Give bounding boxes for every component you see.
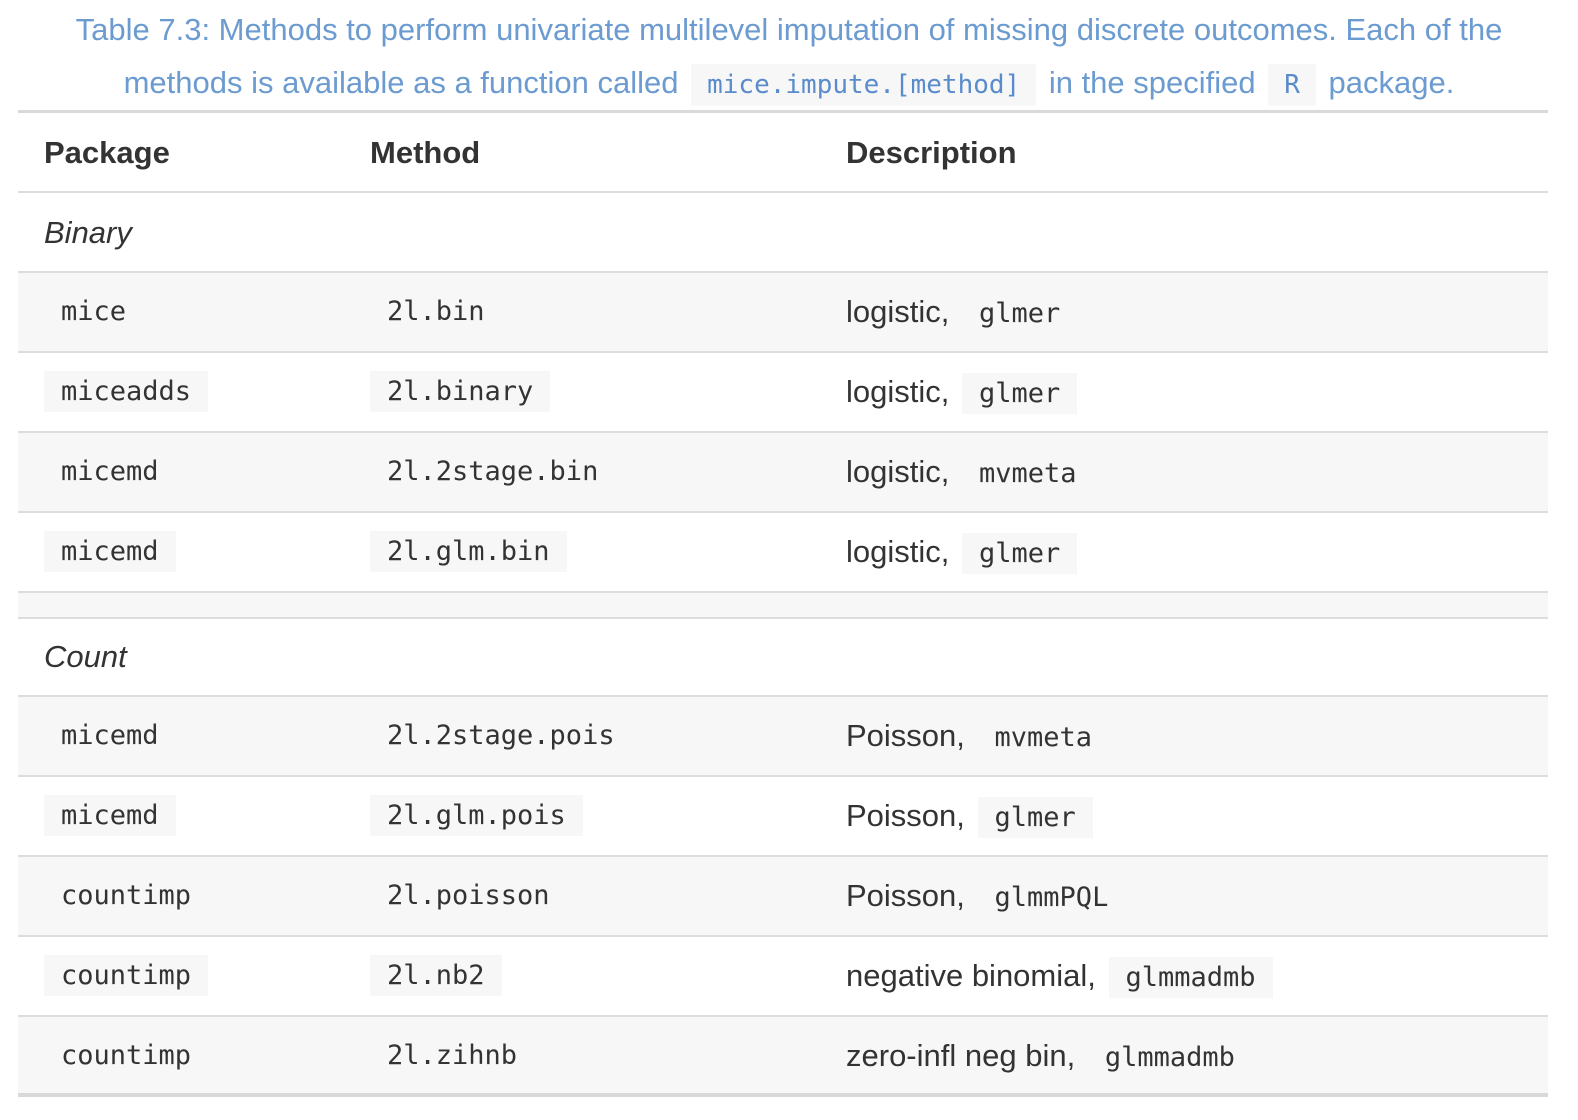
function-code: glmer bbox=[962, 293, 1078, 334]
method-cell: 2l.nb2 bbox=[370, 955, 502, 996]
description-text: logistic, bbox=[846, 374, 950, 409]
description-text: zero-infl neg bin, bbox=[846, 1038, 1076, 1073]
caption-line-2: methods is available as a function calle… bbox=[0, 56, 1578, 112]
caption-text-pre: methods is available as a function calle… bbox=[123, 65, 679, 100]
method-cell: 2l.glm.bin bbox=[370, 531, 567, 572]
method-cell: 2l.2stage.pois bbox=[370, 715, 632, 756]
function-code: mvmeta bbox=[977, 717, 1110, 758]
table-bottom-rule bbox=[18, 1093, 1548, 1097]
description-text: Poisson, bbox=[846, 798, 965, 833]
method-cell: 2l.binary bbox=[370, 371, 551, 412]
package-cell: miceadds bbox=[44, 371, 209, 412]
header-method: Method bbox=[370, 135, 481, 170]
description-cell: negative binomial, glmmadmb bbox=[846, 955, 1273, 999]
package-cell: countimp bbox=[44, 955, 209, 996]
method-cell: 2l.bin bbox=[370, 291, 502, 332]
package-cell: micemd bbox=[44, 451, 176, 492]
package-cell: micemd bbox=[44, 531, 176, 572]
group-label: Binary bbox=[44, 215, 132, 250]
table-row: countimp 2l.nb2 negative binomial, glmma… bbox=[18, 937, 1548, 1017]
function-code: glmer bbox=[977, 797, 1093, 838]
caption-text-mid: in the specified bbox=[1048, 65, 1256, 100]
method-cell: 2l.zihnb bbox=[370, 1035, 535, 1076]
description-text: logistic, bbox=[846, 534, 950, 569]
table-header-row: Package Method Description bbox=[18, 113, 1548, 193]
description-cell: Poisson, glmmPQL bbox=[846, 875, 1126, 919]
description-text: logistic, bbox=[846, 454, 950, 489]
function-code: mvmeta bbox=[962, 453, 1094, 494]
function-code: glmer bbox=[962, 533, 1078, 574]
table-top-rule bbox=[18, 110, 1548, 113]
table-caption: Table 7.3: Methods to perform univariate… bbox=[0, 0, 1578, 112]
caption-text-post: package. bbox=[1328, 65, 1455, 100]
description-cell: zero-infl neg bin, glmmadmb bbox=[846, 1035, 1252, 1079]
method-cell: 2l.poisson bbox=[370, 875, 567, 916]
function-code: glmmadmb bbox=[1087, 1037, 1252, 1078]
group-separator bbox=[18, 593, 1548, 619]
caption-code-r: R bbox=[1268, 64, 1316, 106]
description-cell: logistic, mvmeta bbox=[846, 451, 1094, 495]
description-cell: Poisson, mvmeta bbox=[846, 715, 1110, 759]
table-row: countimp 2l.poisson Poisson, glmmPQL bbox=[18, 857, 1548, 937]
package-cell: mice bbox=[44, 291, 144, 332]
description-text: negative binomial, bbox=[846, 958, 1096, 993]
table-row: countimp 2l.zihnb zero-infl neg bin, glm… bbox=[18, 1017, 1548, 1097]
package-cell: micemd bbox=[44, 795, 176, 836]
caption-code-function: mice.impute.[method] bbox=[691, 64, 1037, 106]
description-text: Poisson, bbox=[846, 718, 965, 753]
description-cell: logistic, glmer bbox=[846, 291, 1078, 335]
package-cell: countimp bbox=[44, 1035, 209, 1076]
header-package: Package bbox=[44, 135, 170, 170]
description-text: logistic, bbox=[846, 294, 950, 329]
function-code: glmer bbox=[962, 373, 1078, 414]
method-cell: 2l.glm.pois bbox=[370, 795, 583, 836]
description-cell: logistic, glmer bbox=[846, 531, 1078, 575]
caption-line-1: Table 7.3: Methods to perform univariate… bbox=[75, 12, 1503, 47]
table-row: miceadds 2l.binary logistic, glmer bbox=[18, 353, 1548, 433]
package-cell: micemd bbox=[44, 715, 176, 756]
description-text: Poisson, bbox=[846, 878, 965, 913]
table-row: micemd 2l.glm.pois Poisson, glmer bbox=[18, 777, 1548, 857]
method-cell: 2l.2stage.bin bbox=[370, 451, 616, 492]
table-row: mice 2l.bin logistic, glmer bbox=[18, 273, 1548, 353]
group-row-count: Count bbox=[18, 617, 1548, 697]
table-row: micemd 2l.2stage.bin logistic, mvmeta bbox=[18, 433, 1548, 513]
group-row-binary: Binary bbox=[18, 193, 1548, 273]
table-row: micemd 2l.glm.bin logistic, glmer bbox=[18, 513, 1548, 593]
function-code: glmmadmb bbox=[1108, 957, 1273, 998]
package-cell: countimp bbox=[44, 875, 209, 916]
table-row: micemd 2l.2stage.pois Poisson, mvmeta bbox=[18, 697, 1548, 777]
header-description: Description bbox=[846, 135, 1017, 170]
group-label: Count bbox=[44, 639, 127, 674]
description-cell: Poisson, glmer bbox=[846, 795, 1093, 839]
description-cell: logistic, glmer bbox=[846, 371, 1078, 415]
function-code: glmmPQL bbox=[977, 877, 1126, 918]
